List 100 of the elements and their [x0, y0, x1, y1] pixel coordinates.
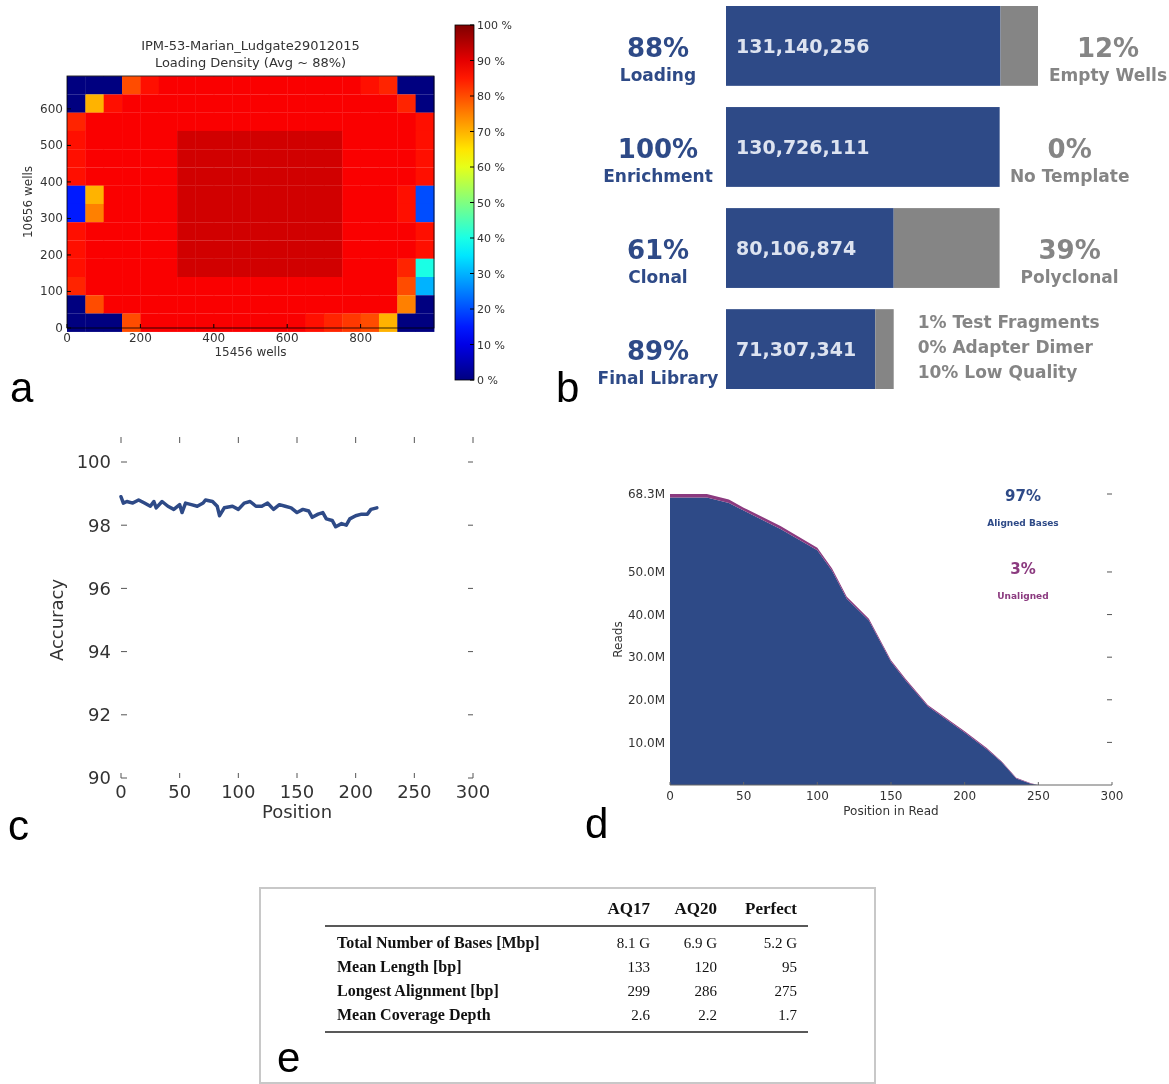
y-tick-label: 40.0M — [627, 607, 665, 622]
bar — [893, 208, 1000, 288]
annotation: Polyclonal — [1020, 267, 1119, 288]
x-tick-label: 50 — [736, 789, 752, 803]
annotation: 12% — [1076, 32, 1140, 63]
color-bar-label: 30 % — [477, 267, 505, 281]
text: Aligned Bases — [987, 518, 1059, 528]
x-tick-label: 50 — [168, 781, 192, 802]
category-label: Perfect — [745, 899, 798, 918]
annotation: Empty Wells — [1048, 64, 1168, 85]
x-tick-label: 100 — [221, 781, 256, 802]
text: 5.2 G — [763, 935, 797, 951]
y-tick-label: 0 — [55, 321, 63, 335]
line-series — [119, 495, 379, 529]
y-tick-label: Clonal — [628, 267, 688, 288]
x-tick-label: 0 — [666, 789, 674, 803]
x-tick-label: 250 — [1026, 789, 1050, 803]
y-tick-label: 90 — [88, 767, 111, 789]
x-axis-title: Position in Read — [843, 804, 939, 818]
x-tick-label: 250 — [397, 781, 432, 802]
text: d — [585, 800, 609, 847]
y-tick-label: 400 — [40, 174, 63, 189]
x-tick-label: 300 — [455, 781, 491, 802]
text: 8.1 G — [616, 935, 650, 951]
data-label: 71,307,341 — [736, 338, 857, 361]
y-tick-label: 100 — [40, 284, 63, 299]
y-axis-title: 10656 wells — [21, 165, 35, 239]
y-tick-label: 10.0M — [627, 735, 665, 750]
x-axis-title: Position — [261, 801, 333, 822]
annotation: 89% — [626, 336, 690, 367]
x-axis-title: 15456 wells — [214, 345, 287, 359]
data-label: 130,726,111 — [736, 135, 870, 158]
bar — [726, 107, 1000, 187]
color-bar-label: 100 % — [477, 19, 512, 32]
text: Unaligned — [997, 591, 1049, 601]
data-label: 131,140,256 — [736, 34, 870, 57]
annotation: 100% — [617, 133, 699, 164]
category-label: Mean Coverage Depth — [337, 1006, 491, 1023]
category-label: Total Number of Bases [Mbp] — [337, 934, 540, 951]
y-tick-label: Final Library — [597, 368, 719, 389]
y-tick-label: 68.3M — [627, 487, 665, 502]
y-tick-label: 300 — [40, 211, 63, 226]
x-tick-label: 150 — [279, 781, 315, 802]
bar — [726, 208, 894, 288]
y-tick-label: Enrichment — [603, 165, 713, 186]
annotation: 1% Test Fragments — [917, 312, 1100, 333]
annotation: 39% — [1038, 235, 1101, 266]
category-label: AQ17 — [607, 899, 651, 918]
bar — [726, 6, 1001, 86]
color-bar-label: 50 % — [477, 196, 505, 210]
bar — [875, 309, 894, 389]
x-tick-label: 800 — [349, 331, 373, 345]
y-tick-label: 98 — [88, 514, 111, 536]
bar — [1000, 6, 1038, 86]
color-bar-label: 70 % — [477, 125, 505, 139]
annotation: 61% — [626, 235, 690, 266]
annotation: 10% Low Quality — [917, 362, 1078, 383]
y-tick-label: 600 — [40, 101, 63, 116]
annotation: 88% — [626, 32, 690, 63]
color-bar-label: 20 % — [477, 303, 505, 316]
text: 275 — [774, 983, 797, 999]
color-bar-label: 40 % — [477, 232, 505, 245]
text: 2.6 — [631, 1007, 650, 1023]
category-label: Mean Length [bp] — [337, 958, 462, 975]
color-bar-label: 0 % — [477, 374, 498, 387]
y-tick-label: 96 — [88, 577, 111, 599]
text: 95 — [782, 959, 797, 975]
x-tick-label: 200 — [338, 781, 373, 802]
x-tick-label: 300 — [1100, 789, 1124, 803]
annotation: 97% — [1005, 487, 1041, 505]
color-bar-label: 90 % — [477, 54, 505, 68]
data-label: 80,106,874 — [736, 237, 857, 260]
text: 1.7 — [778, 1007, 797, 1023]
bar — [726, 309, 876, 389]
y-tick-label: 500 — [40, 138, 63, 153]
x-tick-label: 400 — [202, 331, 226, 345]
x-tick-label: 200 — [953, 789, 977, 803]
text: 286 — [694, 983, 717, 999]
x-tick-label: 100 — [805, 789, 829, 803]
y-tick-label: 92 — [88, 704, 111, 726]
y-tick-label: 20.0M — [627, 692, 665, 707]
y-axis-title: Accuracy — [46, 578, 67, 662]
chart-title: IPM-53-Marian_Ludgate29012015 Loading Density (Avg ~ 88%) — [141, 38, 360, 70]
annotation: 0% Adapter Dimer — [917, 337, 1094, 358]
y-tick-label: 30.0M — [627, 650, 665, 665]
text: b — [556, 364, 580, 411]
color-bar-label: 80 % — [477, 90, 505, 103]
text: c — [8, 802, 29, 849]
y-tick-label: 200 — [40, 247, 63, 262]
y-tick-label: 50.0M — [627, 565, 665, 580]
color-bar-label: 60 % — [477, 161, 505, 174]
annotation: 0% — [1047, 133, 1092, 164]
text: 299 — [627, 983, 650, 999]
x-tick-label: 150 — [879, 789, 903, 803]
annotation: 3% — [1010, 560, 1036, 578]
y-axis-title: Reads — [611, 621, 625, 658]
y-tick-label: 100 — [76, 451, 111, 473]
text: 120 — [694, 959, 717, 975]
y-tick-label: Loading — [619, 64, 697, 85]
color-bar-label: 10 % — [477, 338, 505, 352]
